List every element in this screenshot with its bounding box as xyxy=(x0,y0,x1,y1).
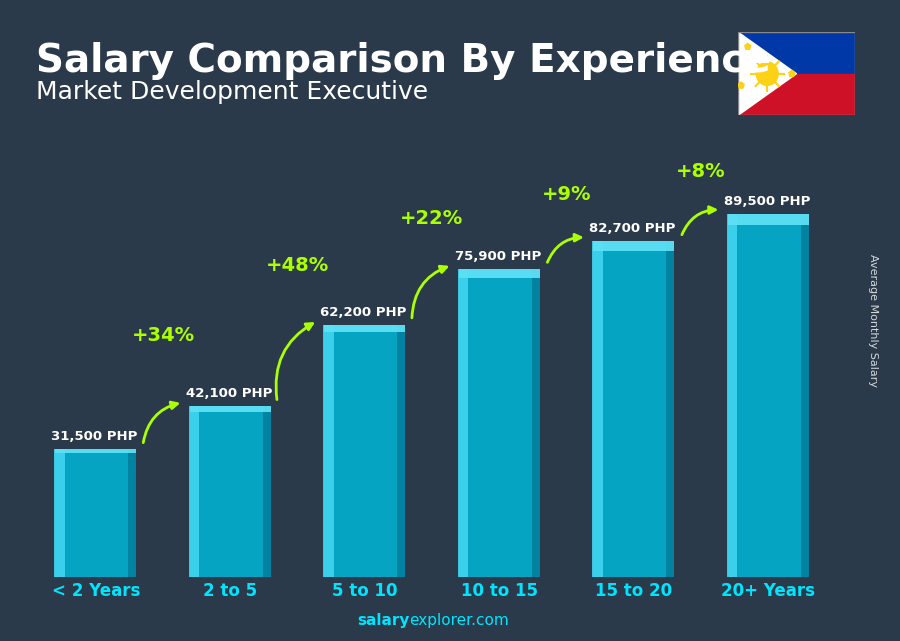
Polygon shape xyxy=(789,71,795,76)
FancyArrowPatch shape xyxy=(547,235,580,262)
Bar xyxy=(54,449,65,578)
Text: salaryexplorer.com: salaryexplorer.com xyxy=(0,640,1,641)
Text: Salary Comparison By Experience: Salary Comparison By Experience xyxy=(36,42,770,79)
Bar xyxy=(56,449,136,453)
Bar xyxy=(666,242,674,578)
Polygon shape xyxy=(738,32,796,115)
Text: 42,100 PHP: 42,100 PHP xyxy=(185,387,272,400)
Text: Average Monthly Salary: Average Monthly Salary xyxy=(868,254,878,387)
Polygon shape xyxy=(738,82,744,88)
Bar xyxy=(190,406,271,578)
Text: 62,200 PHP: 62,200 PHP xyxy=(320,306,407,319)
FancyArrowPatch shape xyxy=(412,266,446,318)
Text: Market Development Executive: Market Development Executive xyxy=(36,80,428,104)
Bar xyxy=(459,269,540,578)
Bar xyxy=(593,242,674,251)
Circle shape xyxy=(756,62,778,85)
Text: +22%: +22% xyxy=(400,209,464,228)
Bar xyxy=(593,242,674,578)
Text: 31,500 PHP: 31,500 PHP xyxy=(51,430,138,444)
Text: 89,500 PHP: 89,500 PHP xyxy=(724,195,810,208)
Text: +8%: +8% xyxy=(676,162,725,181)
Text: +9%: +9% xyxy=(542,185,591,204)
Bar xyxy=(188,406,199,578)
Bar xyxy=(726,213,737,578)
Bar xyxy=(592,242,603,578)
Bar xyxy=(324,325,405,578)
Bar xyxy=(128,449,136,578)
Bar xyxy=(457,269,468,578)
Bar xyxy=(738,74,855,115)
Bar xyxy=(263,406,271,578)
Text: +48%: +48% xyxy=(266,256,329,275)
Bar xyxy=(532,269,540,578)
FancyArrowPatch shape xyxy=(143,402,177,443)
Text: salary: salary xyxy=(357,613,410,628)
Bar xyxy=(738,32,855,74)
Polygon shape xyxy=(745,44,751,49)
Text: 82,700 PHP: 82,700 PHP xyxy=(590,222,676,235)
Bar xyxy=(801,213,808,578)
FancyArrowPatch shape xyxy=(682,206,716,235)
Text: +34%: +34% xyxy=(131,326,194,345)
Bar xyxy=(190,406,271,412)
FancyArrowPatch shape xyxy=(276,324,312,399)
Text: explorer.com: explorer.com xyxy=(410,613,509,628)
Bar xyxy=(397,325,405,578)
Bar xyxy=(56,449,136,578)
Text: 75,900 PHP: 75,900 PHP xyxy=(454,250,541,263)
Bar xyxy=(459,269,540,278)
Bar xyxy=(324,325,405,332)
Bar xyxy=(323,325,334,578)
Bar xyxy=(728,213,808,578)
Bar xyxy=(728,213,808,224)
